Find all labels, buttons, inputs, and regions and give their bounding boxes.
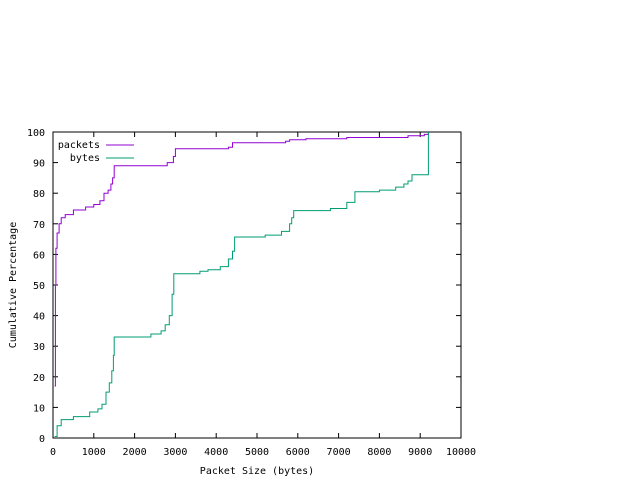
y-tick-label: 40 — [33, 312, 45, 323]
y-tick-label: 10 — [33, 403, 45, 414]
x-tick-label: 1000 — [82, 447, 106, 458]
legend: packets bytes — [58, 140, 134, 164]
y-axis-title: Cumulative Percentage — [8, 222, 19, 348]
x-tick-label: 5000 — [245, 447, 269, 458]
legend-label-packets: packets — [58, 140, 100, 151]
axis-ticks: 0 1000 2000 3000 4000 5000 6000 7000 8000 9000 100… — [27, 128, 476, 458]
x-axis-title: Packet Size (bytes) — [200, 466, 314, 477]
y-tick-label: 100 — [27, 128, 45, 139]
x-tick-label: 2000 — [123, 447, 147, 458]
y-tick-label: 50 — [33, 281, 45, 292]
y-tick-label: 80 — [33, 189, 45, 200]
x-tick-label: 0 — [50, 447, 56, 458]
y-tick-label: 30 — [33, 342, 45, 353]
series-line-bytes — [54, 132, 429, 437]
x-tick-label: 9000 — [408, 447, 432, 458]
y-tick-label: 0 — [39, 434, 45, 445]
series-lines — [54, 132, 429, 437]
x-tick-label: 8000 — [367, 447, 391, 458]
x-tick-label: 3000 — [163, 447, 187, 458]
series-line-packets — [54, 132, 429, 387]
y-tick-label: 70 — [33, 220, 45, 231]
y-tick-label: 60 — [33, 250, 45, 261]
y-tick-label: 20 — [33, 373, 45, 384]
x-tick-label: 6000 — [286, 447, 310, 458]
y-tick-label: 90 — [33, 159, 45, 170]
x-tick-label: 4000 — [204, 447, 228, 458]
x-tick-label: 10000 — [446, 447, 476, 458]
legend-label-bytes: bytes — [70, 153, 100, 164]
x-tick-label: 7000 — [327, 447, 351, 458]
